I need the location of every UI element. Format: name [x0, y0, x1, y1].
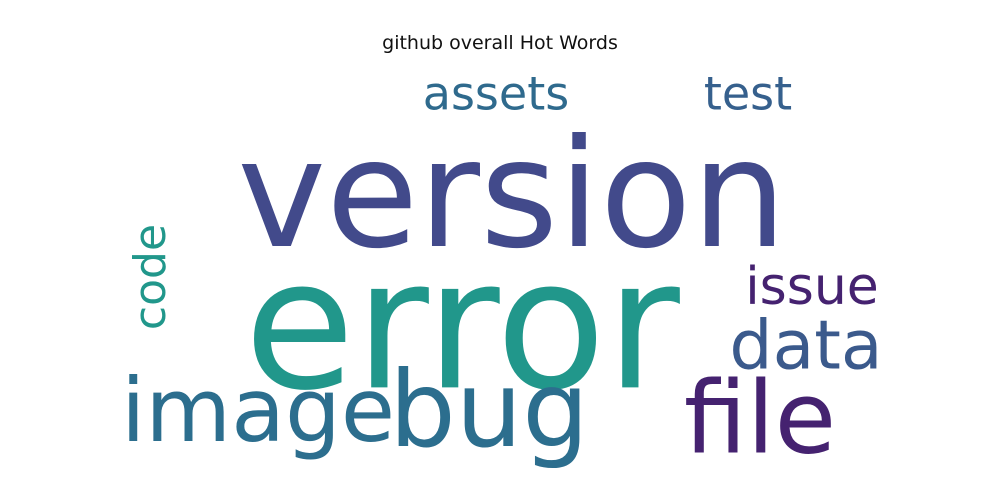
word-code: code — [125, 224, 176, 330]
word-image: image — [121, 359, 395, 462]
word-file: file — [684, 359, 836, 476]
word-data: data — [729, 307, 882, 386]
word-test: test — [704, 67, 792, 121]
word-assets: assets — [423, 67, 569, 121]
word-error: error — [244, 221, 680, 430]
word-issue: issue — [745, 257, 879, 317]
chart-title: github overall Hot Words — [382, 32, 618, 54]
word-version: version — [237, 108, 786, 282]
word-bug: bug — [389, 349, 589, 471]
